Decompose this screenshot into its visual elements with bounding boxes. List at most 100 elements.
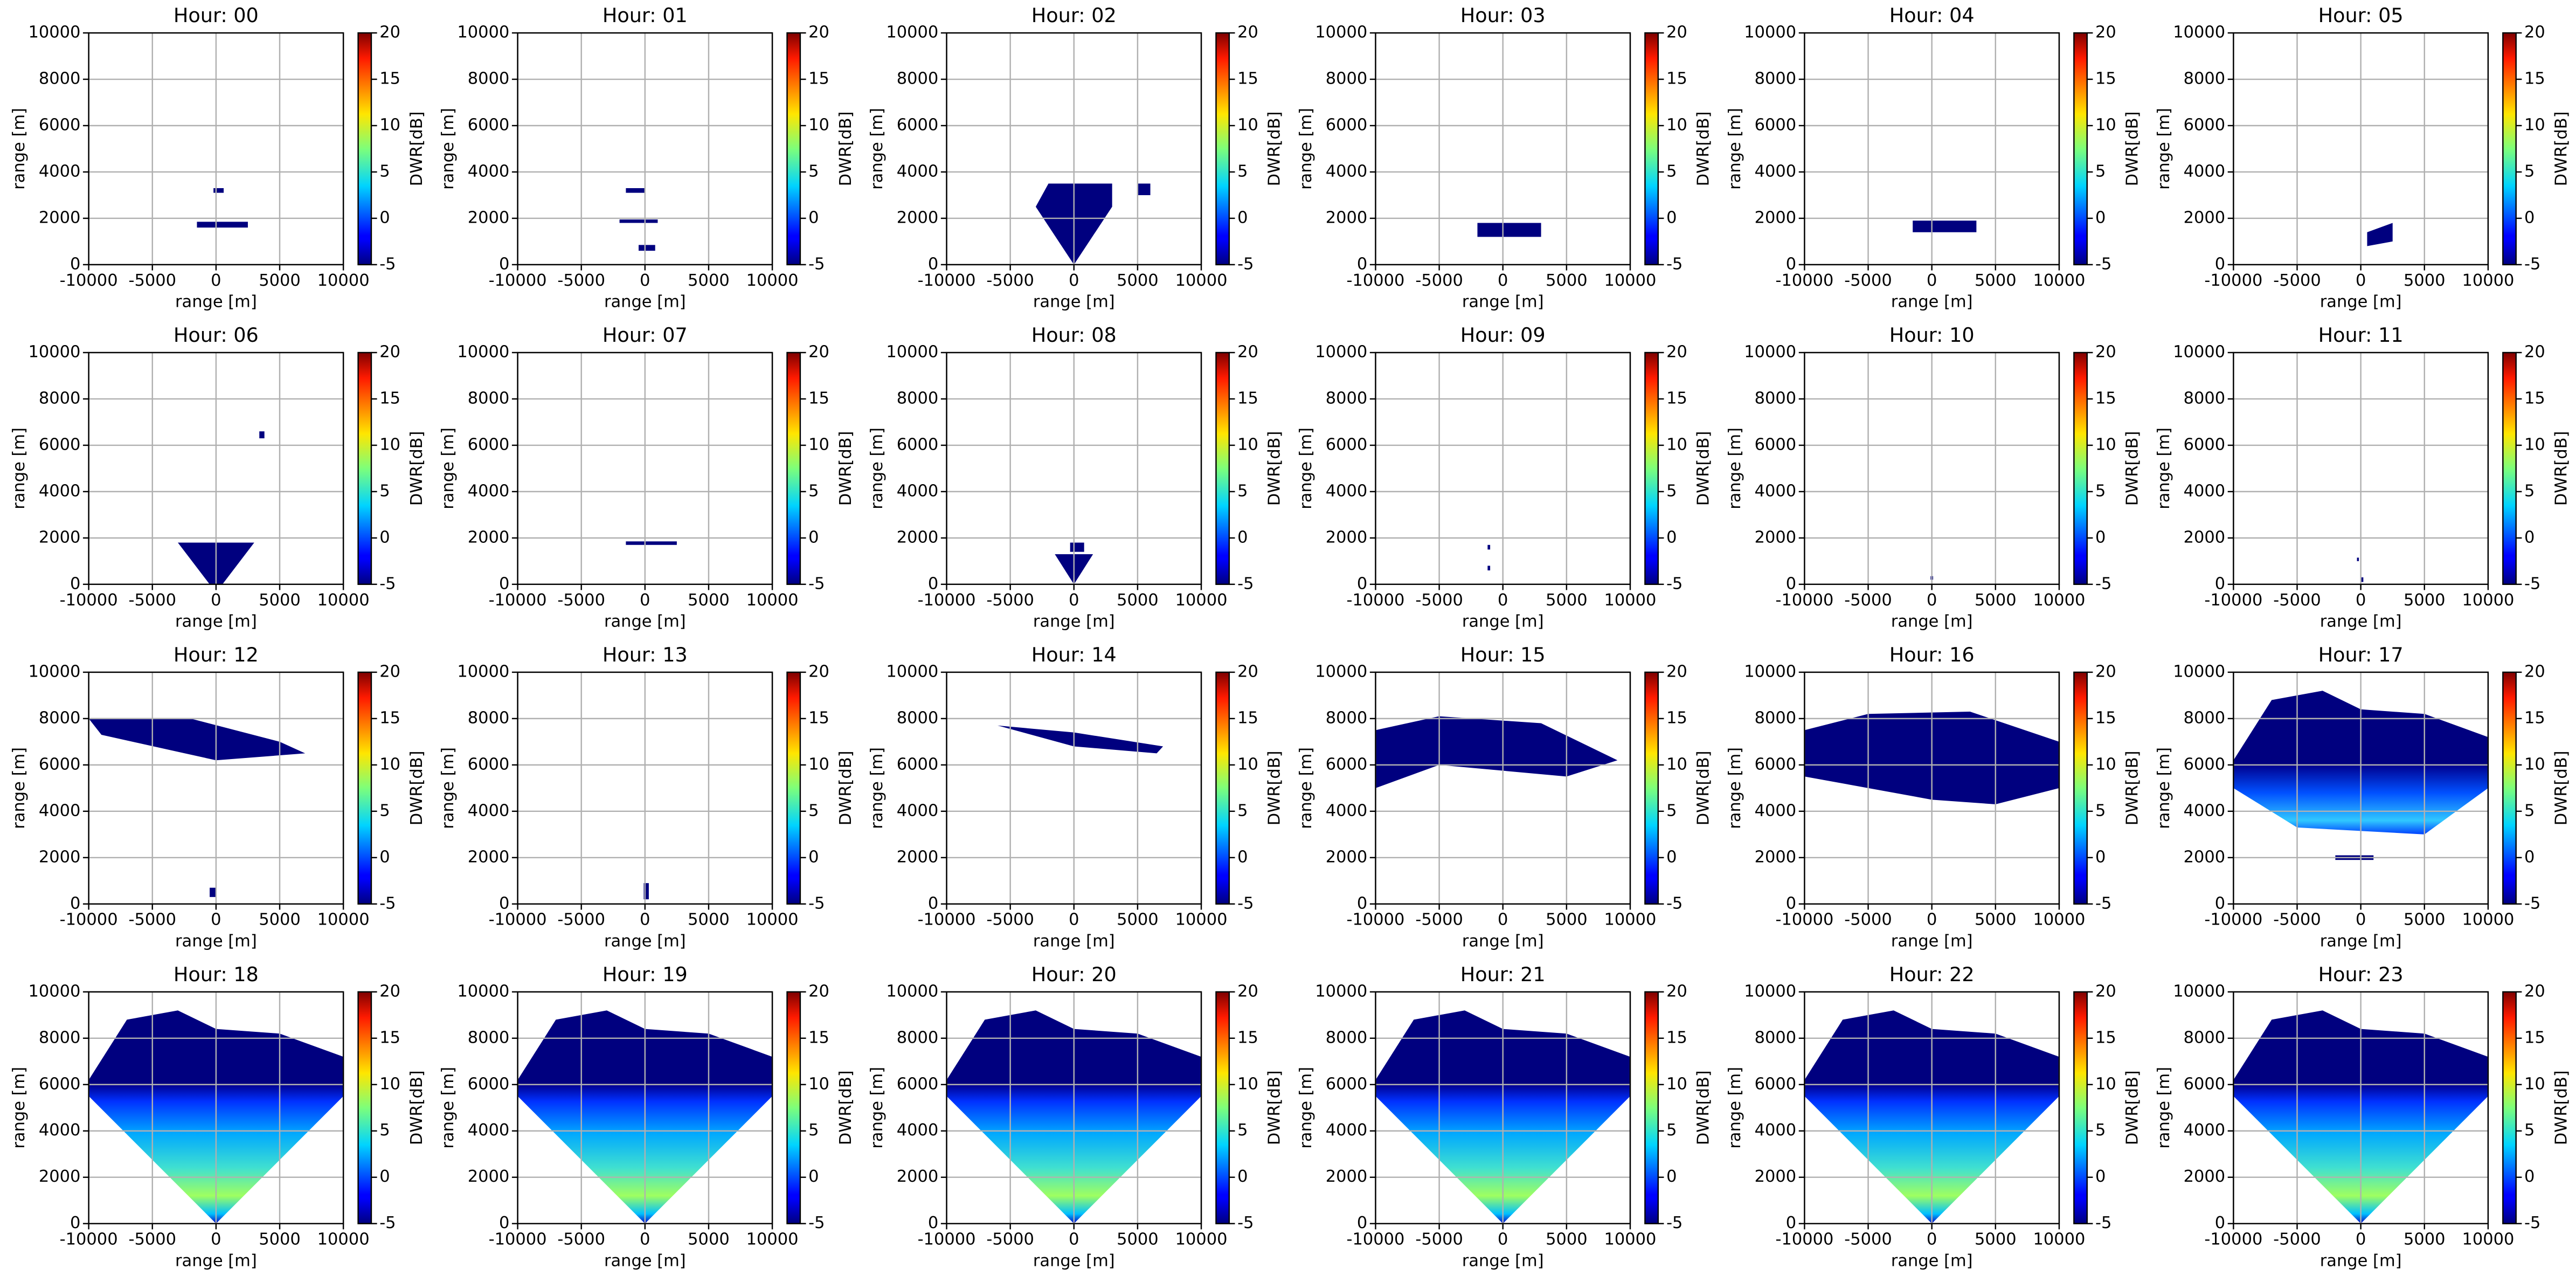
y-tick-label: 4000 — [1326, 481, 1368, 500]
y-axis-label: range [m] — [439, 1067, 458, 1149]
dwr-field — [1477, 223, 1541, 237]
y-tick-label: 2000 — [39, 1167, 81, 1186]
y-tick-label: 8000 — [2184, 708, 2226, 727]
colorbar-tick-label: 10 — [2095, 435, 2116, 454]
colorbar-tick-label: 15 — [808, 1028, 829, 1047]
x-tick-label: -10000 — [489, 911, 547, 929]
y-axis-label: range [m] — [10, 1067, 29, 1149]
x-axis-label: range [m] — [604, 1251, 686, 1270]
y-tick-label: 8000 — [39, 1028, 81, 1047]
panel: Hour: 08 -10000 -5000 0 5000 10000 0 2000 4000 60… — [868, 323, 1284, 631]
colorbar-tick-label: 20 — [2524, 342, 2545, 361]
colorbar-tick-label: 15 — [1666, 70, 1687, 88]
x-tick-label: 0 — [1498, 591, 1508, 610]
y-tick-label: 8000 — [1755, 1028, 1797, 1047]
colorbar-tick-label: 0 — [1237, 528, 1248, 547]
y-axis-label: range [m] — [10, 747, 29, 829]
panel-title: Hour: 12 — [174, 643, 259, 666]
y-tick-label: 10000 — [1315, 342, 1367, 361]
dwr-field — [88, 718, 306, 761]
y-tick-label: 0 — [1357, 574, 1367, 593]
panel-title: Hour: 19 — [603, 963, 688, 986]
colorbar-tick-label: 0 — [2095, 847, 2106, 866]
dwr-field — [1137, 183, 1151, 195]
colorbar-label: DWR[dB] — [1694, 750, 1713, 825]
axes-frame — [946, 991, 1202, 1224]
colorbar-tick-label: 5 — [2524, 1121, 2535, 1140]
colorbar-tick-label: 20 — [1666, 662, 1687, 681]
x-axis-label: range [m] — [2320, 1251, 2402, 1270]
y-tick-label: 4000 — [2184, 801, 2226, 820]
dwr-field — [1913, 220, 1977, 232]
x-tick-label: 5000 — [1546, 271, 1588, 290]
y-tick-label: 2000 — [468, 208, 510, 227]
y-tick-label: 8000 — [1326, 70, 1368, 88]
colorbar-tick-label: 15 — [379, 389, 400, 408]
x-tick-label: 5000 — [2404, 271, 2446, 290]
colorbar-tick-label: 20 — [2095, 662, 2116, 681]
x-tick-label: 0 — [211, 911, 221, 929]
colorbar-tick-label: 0 — [2095, 528, 2106, 547]
x-axis-label: range [m] — [1891, 293, 1973, 312]
colorbar-tick-label: -5 — [2524, 894, 2540, 913]
y-axis-label: range [m] — [439, 747, 458, 829]
x-tick-label: 0 — [640, 271, 650, 290]
x-tick-label: 10000 — [1175, 911, 1228, 929]
y-tick-label: 0 — [2215, 894, 2225, 913]
colorbar-tick-label: 10 — [808, 755, 829, 774]
dwr-field — [1070, 542, 1084, 552]
y-tick-label: 10000 — [28, 23, 80, 42]
colorbar-tick-label: 0 — [808, 208, 819, 227]
axes-frame — [88, 991, 344, 1224]
colorbar-tick-label: 10 — [1237, 116, 1258, 135]
x-tick-label: -5000 — [128, 271, 176, 290]
x-tick-label: -5000 — [128, 1230, 176, 1249]
dwr-field — [626, 541, 677, 545]
colorbar-tick-label: -5 — [808, 574, 825, 593]
y-tick-label: 0 — [928, 254, 938, 273]
y-tick-label: 4000 — [1755, 1121, 1797, 1140]
panel-title: Hour: 20 — [1031, 963, 1117, 986]
colorbar — [2502, 671, 2517, 905]
y-tick-label: 10000 — [1744, 662, 1796, 681]
x-tick-label: 10000 — [2462, 911, 2514, 929]
x-axis-label: range [m] — [1033, 932, 1115, 950]
y-tick-label: 10000 — [1315, 982, 1367, 1001]
dwr-field — [1375, 716, 1618, 788]
x-tick-label: 0 — [1069, 911, 1079, 929]
x-tick-label: 10000 — [2033, 911, 2085, 929]
colorbar-tick-label: 0 — [379, 528, 390, 547]
x-tick-label: -5000 — [1844, 911, 1892, 929]
colorbar-tick-label: 10 — [1666, 755, 1687, 774]
x-axis-label: range [m] — [175, 932, 257, 950]
y-tick-label: 0 — [928, 574, 938, 593]
x-tick-label: 5000 — [1975, 1230, 2017, 1249]
x-tick-label: 10000 — [746, 591, 799, 610]
y-tick-label: 10000 — [28, 342, 80, 361]
x-tick-label: -5000 — [557, 591, 605, 610]
colorbar-tick-label: 0 — [1237, 1167, 1248, 1186]
y-axis-label: range [m] — [1297, 108, 1315, 190]
colorbar-label: DWR[dB] — [2552, 750, 2571, 825]
colorbar-label: DWR[dB] — [2123, 431, 2142, 506]
dwr-field — [210, 887, 216, 897]
x-tick-label: -5000 — [1415, 1230, 1463, 1249]
colorbar-tick-label: 5 — [2095, 1121, 2106, 1140]
y-axis-label: range [m] — [10, 428, 29, 509]
x-axis-label: range [m] — [1462, 932, 1544, 950]
colorbar-tick-label: 10 — [2095, 116, 2116, 135]
x-tick-label: 5000 — [1546, 911, 1588, 929]
dwr-field — [998, 725, 1164, 754]
y-tick-label: 2000 — [1326, 1167, 1368, 1186]
panel: Hour: 14 -10000 -5000 0 5000 10000 0 2000 4000 60… — [868, 643, 1284, 950]
dwr-field — [626, 188, 645, 193]
y-axis-label: range [m] — [2155, 108, 2173, 190]
y-tick-label: 4000 — [1755, 481, 1797, 500]
colorbar-tick-label: -5 — [1666, 1214, 1682, 1232]
y-tick-label: 0 — [1357, 894, 1367, 913]
y-tick-label: 4000 — [897, 1121, 939, 1140]
y-axis-label: range [m] — [2155, 1067, 2173, 1149]
axes-frame — [2233, 991, 2489, 1224]
x-tick-label: 5000 — [688, 591, 730, 610]
colorbar-tick-label: 5 — [379, 1121, 390, 1140]
